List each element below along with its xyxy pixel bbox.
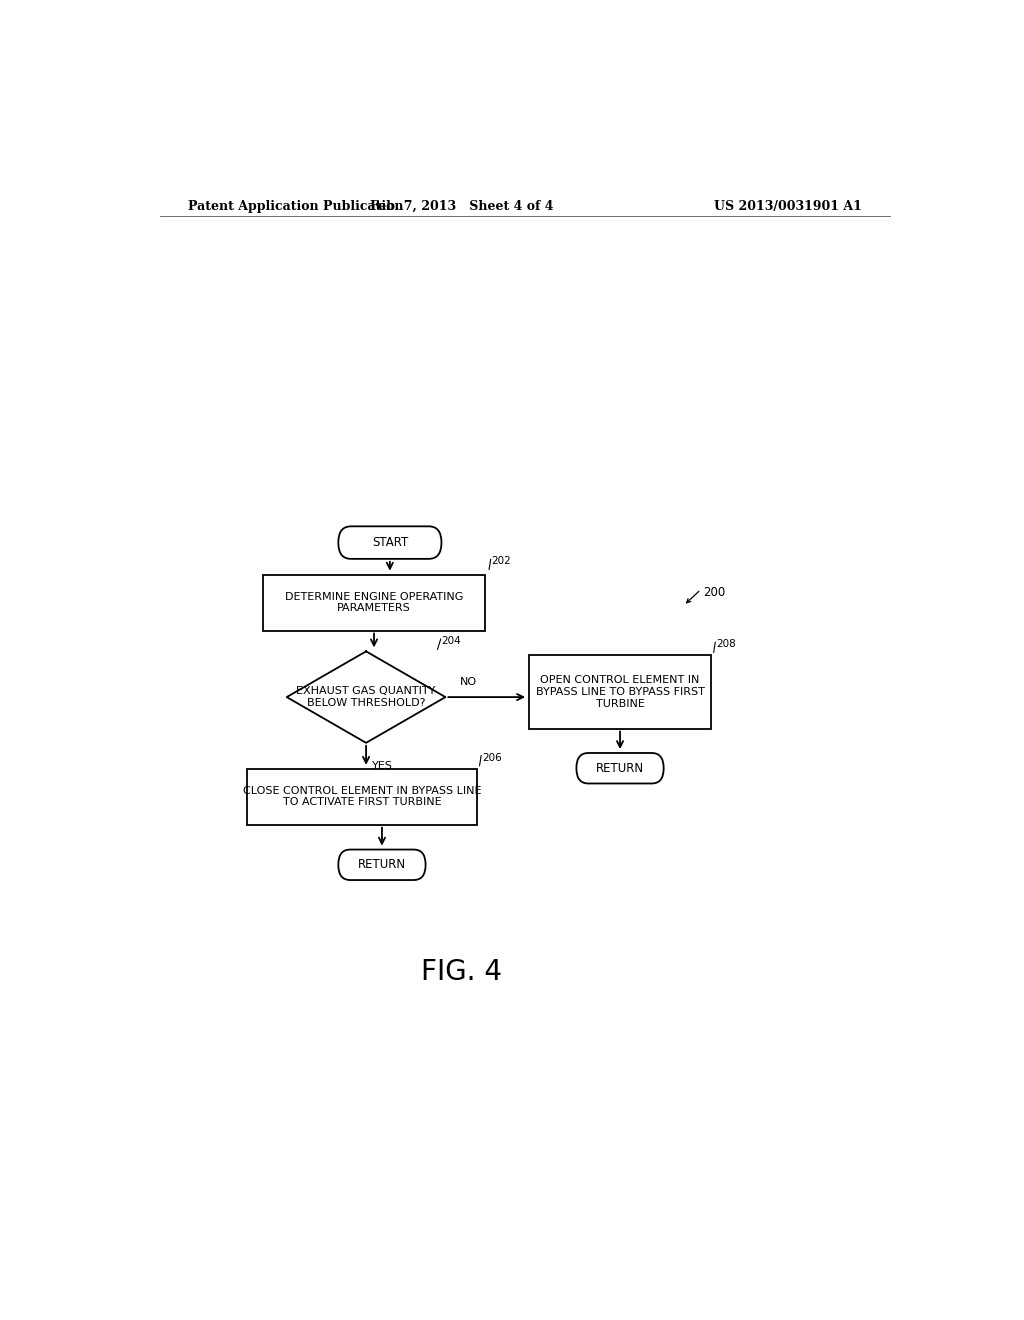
Text: US 2013/0031901 A1: US 2013/0031901 A1 bbox=[714, 199, 862, 213]
FancyBboxPatch shape bbox=[338, 850, 426, 880]
Text: 200: 200 bbox=[703, 586, 726, 599]
Text: 202: 202 bbox=[492, 557, 511, 566]
Bar bbox=[528, 656, 712, 729]
Text: OPEN CONTROL ELEMENT IN
BYPASS LINE TO BYPASS FIRST
TURBINE: OPEN CONTROL ELEMENT IN BYPASS LINE TO B… bbox=[536, 676, 705, 709]
Bar bbox=[247, 768, 477, 825]
Bar bbox=[263, 574, 485, 631]
Text: Patent Application Publication: Patent Application Publication bbox=[187, 199, 403, 213]
Text: YES: YES bbox=[373, 762, 393, 771]
Text: EXHAUST GAS QUANTITY
BELOW THRESHOLD?: EXHAUST GAS QUANTITY BELOW THRESHOLD? bbox=[296, 686, 436, 708]
Text: Feb. 7, 2013   Sheet 4 of 4: Feb. 7, 2013 Sheet 4 of 4 bbox=[370, 199, 553, 213]
FancyBboxPatch shape bbox=[338, 527, 441, 558]
Text: START: START bbox=[372, 536, 408, 549]
Text: 206: 206 bbox=[482, 752, 502, 763]
Text: FIG. 4: FIG. 4 bbox=[421, 957, 502, 986]
Text: RETURN: RETURN bbox=[596, 762, 644, 775]
Text: NO: NO bbox=[460, 677, 477, 686]
Text: 208: 208 bbox=[716, 639, 736, 649]
Text: DETERMINE ENGINE OPERATING
PARAMETERS: DETERMINE ENGINE OPERATING PARAMETERS bbox=[285, 591, 463, 614]
FancyBboxPatch shape bbox=[577, 752, 664, 784]
Text: 204: 204 bbox=[441, 636, 461, 647]
Text: RETURN: RETURN bbox=[358, 858, 406, 871]
Text: CLOSE CONTROL ELEMENT IN BYPASS LINE
TO ACTIVATE FIRST TURBINE: CLOSE CONTROL ELEMENT IN BYPASS LINE TO … bbox=[243, 785, 481, 808]
